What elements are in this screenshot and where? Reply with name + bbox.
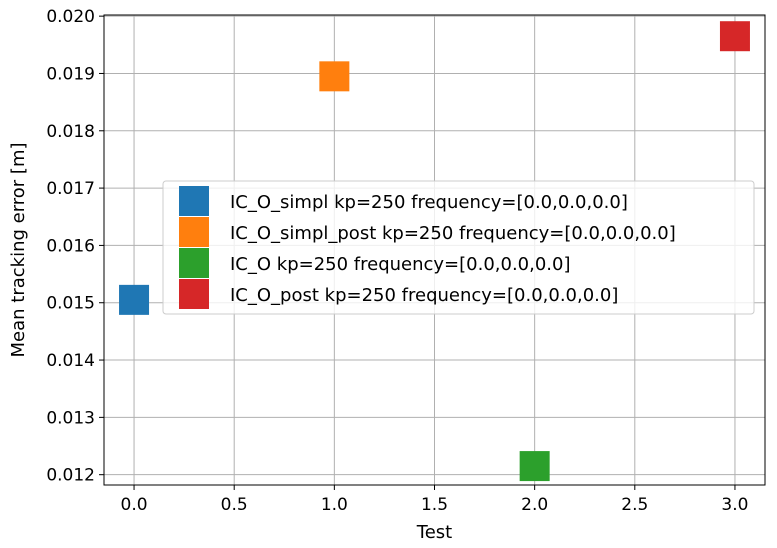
x-tick-label: 1.0 xyxy=(321,495,348,515)
y-tick-label: 0.012 xyxy=(46,466,95,486)
data-point-marker xyxy=(119,284,150,315)
y-tick-label: 0.014 xyxy=(46,351,95,371)
legend-swatch xyxy=(179,248,209,278)
legend-box xyxy=(162,180,755,315)
x-tick-label: 0.5 xyxy=(221,495,248,515)
legend-swatch xyxy=(179,186,209,216)
legend-entry-label: IC_O_post kp=250 frequency=[0.0,0.0,0.0] xyxy=(230,285,618,306)
data-points xyxy=(119,21,750,482)
x-tick-label: 2.5 xyxy=(621,495,648,515)
x-tick-label: 3.0 xyxy=(721,495,748,515)
y-axis-label: Mean tracking error [m] xyxy=(8,142,29,357)
legend: IC_O_simpl kp=250 frequency=[0.0,0.0,0.0… xyxy=(162,180,755,315)
x-tick-label: 0.0 xyxy=(121,495,148,515)
legend-entry-label: IC_O_simpl_post kp=250 frequency=[0.0,0.… xyxy=(230,223,676,244)
y-tick-label: 0.019 xyxy=(46,64,95,84)
data-point-marker xyxy=(719,21,750,52)
x-tick-label: 2.0 xyxy=(521,495,548,515)
data-point-marker xyxy=(319,61,350,92)
y-tick-label: 0.017 xyxy=(46,179,95,199)
y-tick-label: 0.013 xyxy=(46,408,95,428)
x-axis-label: Test xyxy=(416,522,452,543)
legend-swatch xyxy=(179,279,209,309)
x-tick-label: 1.5 xyxy=(421,495,448,515)
y-axis-ticks: 0.012 0.013 0.014 0.015 0.016 0.017 0.018 0.019… xyxy=(46,7,104,486)
y-tick-label: 0.018 xyxy=(46,122,95,142)
y-tick-label: 0.015 xyxy=(46,294,95,314)
data-point-marker xyxy=(519,451,550,482)
legend-entry-label: IC_O_simpl kp=250 frequency=[0.0,0.0,0.0… xyxy=(230,192,628,213)
plot-frame xyxy=(103,14,766,486)
x-axis-ticks: 0.0 0.5 1.0 1.5 2.0 2.5 3.0 xyxy=(121,485,748,515)
legend-entry-label: IC_O kp=250 frequency=[0.0,0.0,0.0] xyxy=(230,254,571,275)
y-tick-label: 0.020 xyxy=(46,7,95,27)
legend-swatch xyxy=(179,217,209,247)
y-tick-label: 0.016 xyxy=(46,236,95,256)
